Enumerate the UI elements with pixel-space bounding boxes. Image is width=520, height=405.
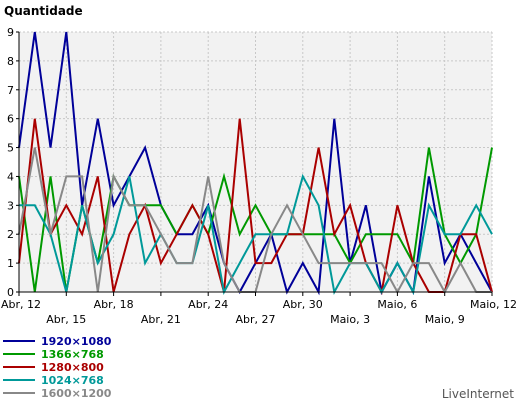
y-tick-label: 1 bbox=[7, 257, 14, 270]
x-tick-label: Maio, 12 bbox=[470, 298, 517, 311]
y-tick-label: 7 bbox=[7, 84, 14, 97]
y-tick-label: 0 bbox=[7, 286, 14, 299]
x-tick-label: Abr, 21 bbox=[141, 313, 181, 326]
y-tick-label: 6 bbox=[7, 113, 14, 126]
x-tick-label: Maio, 3 bbox=[330, 313, 370, 326]
legend-label: 1024×768 bbox=[41, 374, 104, 387]
x-tick-label: Abr, 18 bbox=[94, 298, 134, 311]
x-tick-labels: Abr, 12 Abr, 15 Abr, 18 Abr, 21 Abr, 24 Abr, … bbox=[1, 292, 517, 326]
y-tick-label: 3 bbox=[7, 199, 14, 212]
x-tick-label: Abr, 30 bbox=[283, 298, 323, 311]
chart-title: Quantidade bbox=[4, 4, 83, 18]
legend-label: 1280×800 bbox=[41, 361, 104, 374]
y-tick-label: 5 bbox=[7, 142, 14, 155]
x-tick-label: Abr, 27 bbox=[235, 313, 275, 326]
x-tick-label: Maio, 6 bbox=[377, 298, 417, 311]
x-tick-label: Abr, 15 bbox=[46, 313, 86, 326]
x-tick-label: Maio, 9 bbox=[425, 313, 465, 326]
x-tick-label: Abr, 24 bbox=[188, 298, 228, 311]
y-tick-labels: 0 1 2 3 4 5 6 7 8 9 bbox=[7, 26, 19, 299]
y-tick-label: 2 bbox=[7, 228, 14, 241]
y-tick-label: 9 bbox=[7, 26, 14, 39]
y-tick-label: 4 bbox=[7, 170, 14, 183]
x-tick-label: Abr, 12 bbox=[1, 298, 41, 311]
y-tick-label: 8 bbox=[7, 55, 14, 68]
legend: 1920×10801366×7681280×8001024×7681600×12… bbox=[3, 335, 112, 400]
legend-label: 1366×768 bbox=[41, 348, 104, 361]
legend-label: 1600×1200 bbox=[41, 387, 112, 400]
legend-label: 1920×1080 bbox=[41, 335, 112, 348]
brand-label: LiveInternet bbox=[442, 387, 514, 401]
